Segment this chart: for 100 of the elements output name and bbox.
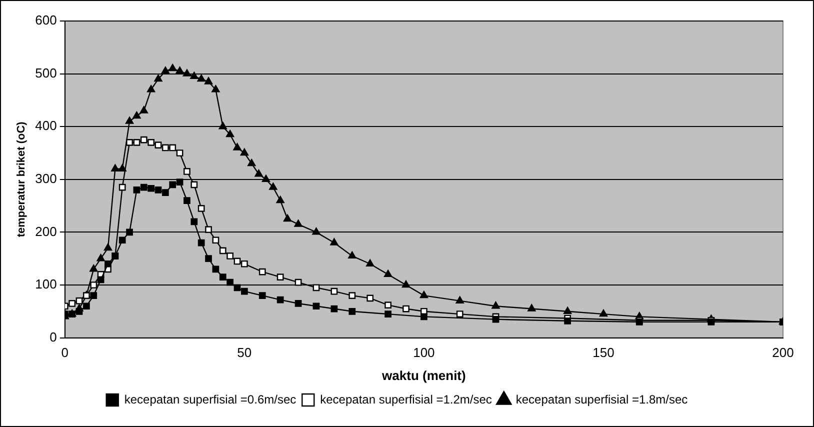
y-tick-label: 600 — [35, 12, 57, 28]
point — [248, 158, 256, 166]
point — [148, 184, 154, 192]
point — [233, 143, 242, 150]
point — [97, 276, 104, 284]
point — [456, 310, 464, 318]
point — [161, 66, 170, 74]
point — [226, 130, 234, 138]
point — [154, 142, 162, 149]
point — [169, 144, 176, 152]
point — [384, 310, 392, 318]
point — [276, 196, 284, 204]
legend-label: kecepatan superfisial =1.8m/sec — [516, 392, 688, 406]
point — [330, 238, 338, 246]
point — [528, 304, 536, 312]
point — [564, 317, 571, 324]
point — [219, 247, 226, 254]
point — [118, 236, 126, 244]
point — [118, 164, 126, 172]
y-tick-label: 500 — [35, 65, 57, 80]
x-tick-label: 150 — [592, 345, 614, 360]
point — [219, 274, 226, 281]
point — [384, 302, 392, 308]
point — [312, 228, 320, 235]
y-tick-label: 300 — [35, 170, 57, 186]
point — [169, 181, 176, 188]
point — [184, 197, 190, 204]
point — [240, 148, 248, 156]
point — [76, 297, 83, 304]
point — [420, 290, 428, 298]
point — [148, 139, 154, 146]
point — [226, 278, 234, 286]
point — [234, 258, 241, 265]
point — [132, 111, 141, 119]
point — [312, 284, 320, 292]
point — [205, 255, 212, 262]
point — [104, 260, 112, 268]
point — [258, 292, 266, 299]
point — [258, 268, 266, 276]
y-tick-label: 200 — [35, 224, 57, 239]
point — [492, 316, 500, 323]
point — [176, 178, 184, 186]
point — [269, 182, 278, 190]
point — [198, 205, 205, 212]
point — [126, 228, 133, 236]
legend-label: kecepatan superfisial =0.6m/sec — [124, 392, 296, 406]
point — [140, 136, 148, 144]
point — [90, 282, 98, 288]
point — [402, 305, 410, 312]
point — [111, 164, 120, 172]
point — [204, 77, 213, 84]
point — [348, 292, 356, 299]
point — [76, 308, 83, 315]
point — [176, 150, 184, 156]
point — [182, 69, 192, 76]
legend-label: kecepatan superfisial =1.2m/sec — [320, 392, 492, 406]
point — [212, 266, 220, 273]
point — [456, 296, 464, 304]
point — [90, 292, 98, 299]
point — [190, 181, 198, 188]
point — [283, 214, 292, 222]
point — [330, 305, 338, 312]
point — [162, 144, 169, 152]
point — [348, 251, 356, 259]
point — [294, 220, 302, 227]
point — [168, 64, 177, 72]
point — [564, 306, 572, 314]
point — [140, 184, 148, 191]
point — [420, 313, 428, 320]
point — [218, 122, 227, 130]
point — [154, 74, 162, 82]
y-axis-title: temperatur briket (oC) — [16, 121, 28, 238]
point — [254, 170, 263, 177]
point — [147, 85, 156, 92]
point — [154, 186, 162, 194]
y-tick-label: 100 — [35, 276, 57, 292]
point — [599, 309, 608, 317]
point — [330, 288, 338, 295]
point — [96, 254, 105, 262]
point — [126, 139, 133, 146]
point — [83, 302, 90, 310]
point — [366, 259, 374, 266]
point — [190, 72, 198, 80]
point — [198, 239, 205, 246]
point — [162, 189, 169, 196]
point — [118, 184, 126, 191]
x-axis-title: waktu (menit) — [381, 368, 466, 383]
x-tick-label: 100 — [413, 345, 435, 360]
point — [348, 308, 356, 315]
point — [234, 284, 241, 292]
point — [366, 294, 374, 302]
point — [294, 300, 302, 307]
point — [312, 302, 320, 310]
point — [212, 85, 220, 92]
point — [197, 74, 206, 82]
point — [262, 174, 270, 182]
x-tick-label: 0 — [61, 345, 69, 360]
point — [68, 300, 76, 307]
point — [133, 139, 140, 146]
point — [276, 274, 284, 281]
